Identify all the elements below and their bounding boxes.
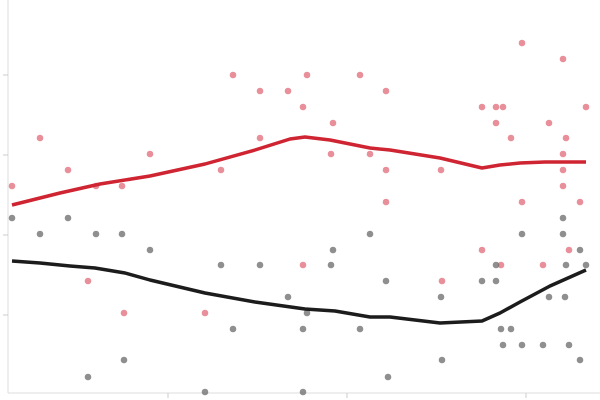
point xyxy=(299,103,307,111)
point xyxy=(118,230,126,238)
point xyxy=(299,261,307,269)
point xyxy=(539,261,547,269)
point xyxy=(217,166,225,174)
point xyxy=(559,230,567,238)
point xyxy=(499,341,507,349)
point xyxy=(299,388,307,396)
trend-line xyxy=(11,259,587,325)
point xyxy=(256,134,264,142)
point xyxy=(229,71,237,79)
point xyxy=(437,293,445,301)
point xyxy=(8,182,16,190)
point xyxy=(382,87,390,95)
point xyxy=(518,230,526,238)
point xyxy=(36,134,44,142)
point xyxy=(299,325,307,333)
point xyxy=(327,261,335,269)
point xyxy=(366,230,374,238)
point xyxy=(120,356,128,364)
point xyxy=(284,87,292,95)
point xyxy=(507,134,515,142)
point xyxy=(303,309,311,317)
point xyxy=(118,182,126,190)
point xyxy=(478,103,486,111)
point xyxy=(327,150,335,158)
point xyxy=(497,325,505,333)
point xyxy=(576,246,584,254)
point xyxy=(356,71,364,79)
point xyxy=(146,246,154,254)
point xyxy=(382,198,390,206)
point xyxy=(559,214,567,222)
point xyxy=(229,325,237,333)
point xyxy=(329,246,337,254)
point xyxy=(492,261,500,269)
trend-line xyxy=(11,135,586,207)
point xyxy=(36,230,44,238)
point xyxy=(146,150,154,158)
point xyxy=(303,71,311,79)
point xyxy=(545,119,553,127)
point xyxy=(284,293,292,301)
point xyxy=(437,166,445,174)
point xyxy=(562,134,570,142)
point xyxy=(492,103,500,111)
point xyxy=(478,246,486,254)
point xyxy=(582,261,590,269)
point xyxy=(438,277,446,285)
point xyxy=(217,261,225,269)
point xyxy=(576,356,584,364)
point xyxy=(64,166,72,174)
point xyxy=(565,246,573,254)
point xyxy=(559,150,567,158)
point xyxy=(518,341,526,349)
point xyxy=(382,277,390,285)
point xyxy=(539,341,547,349)
point xyxy=(559,166,567,174)
point xyxy=(366,150,374,158)
point xyxy=(8,214,16,222)
point xyxy=(518,39,526,47)
point xyxy=(497,261,505,269)
point xyxy=(562,261,570,269)
point xyxy=(201,309,209,317)
point xyxy=(561,293,569,301)
point xyxy=(120,309,128,317)
point xyxy=(507,325,515,333)
point xyxy=(201,388,209,396)
point xyxy=(329,119,337,127)
point xyxy=(545,293,553,301)
point xyxy=(478,277,486,285)
point xyxy=(492,277,500,285)
point xyxy=(84,373,92,381)
point xyxy=(64,214,72,222)
point xyxy=(576,198,584,206)
point xyxy=(384,373,392,381)
point xyxy=(565,341,573,349)
point xyxy=(559,55,567,63)
point xyxy=(438,356,446,364)
point xyxy=(92,230,100,238)
point xyxy=(499,103,507,111)
point xyxy=(492,119,500,127)
point xyxy=(518,198,526,206)
point xyxy=(356,325,364,333)
point xyxy=(84,277,92,285)
point xyxy=(256,87,264,95)
point xyxy=(582,103,590,111)
point xyxy=(256,261,264,269)
point xyxy=(382,166,390,174)
point xyxy=(559,182,567,190)
